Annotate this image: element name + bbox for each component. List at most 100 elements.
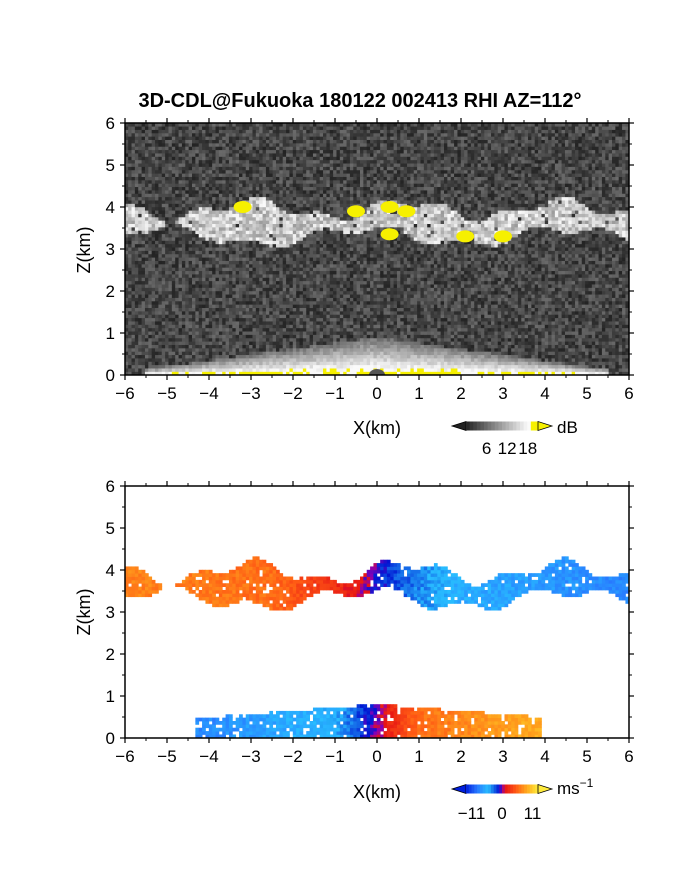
p1-ytick-label: 5 bbox=[106, 156, 115, 175]
p1-xtick-label: 5 bbox=[582, 384, 591, 403]
p2-ytick-label: 5 bbox=[106, 519, 115, 538]
p2-xtick-label: −6 bbox=[115, 747, 134, 766]
strong-echo-patch bbox=[397, 205, 416, 218]
p1-xtick-label: −4 bbox=[199, 384, 218, 403]
cbar2-segment bbox=[474, 784, 478, 794]
cbar1-tick-label: 18 bbox=[518, 439, 537, 458]
cbar1-segment bbox=[476, 421, 481, 431]
p2-ytick-label: 2 bbox=[106, 645, 115, 664]
p1-xtick-label: 0 bbox=[372, 384, 381, 403]
cbar2-over-arrow bbox=[537, 783, 554, 795]
cbar2-segment bbox=[488, 784, 492, 794]
cbar2-under-arrow bbox=[450, 783, 467, 795]
p1-xtick-label: −6 bbox=[115, 384, 134, 403]
cbar2-segment bbox=[471, 784, 475, 794]
cbar2-segment bbox=[499, 784, 503, 794]
p1-xtick-label: 4 bbox=[540, 384, 549, 403]
p1-ytick-label: 0 bbox=[106, 366, 115, 385]
p2-xtick-label: −5 bbox=[157, 747, 176, 766]
cbar2-segment bbox=[479, 784, 484, 794]
p1-ytick-label: 6 bbox=[106, 114, 115, 133]
p2-xtick-label: 3 bbox=[498, 747, 507, 766]
cbar2-segment bbox=[466, 784, 470, 794]
p1-ytick-label: 3 bbox=[106, 240, 115, 259]
p2-xtick-label: −1 bbox=[325, 747, 344, 766]
cbar2-segment bbox=[535, 784, 539, 794]
p2-xtick-label: 1 bbox=[414, 747, 423, 766]
cbar2-segment bbox=[521, 784, 525, 794]
strong-echo-patch bbox=[233, 201, 252, 213]
reflectivity-panel: −6 −5 −4 −3 −2 −1 0 1 2 3 4 5 6 0 1 2 3 4 5 6 bbox=[106, 114, 634, 403]
reflectivity-colorbar: 6 12 18 bbox=[450, 420, 554, 458]
p2-ytick-label: 6 bbox=[106, 477, 115, 496]
p1-ytick-label: 4 bbox=[106, 198, 115, 217]
cbar1-tick-label: 12 bbox=[498, 439, 517, 458]
cbar2-segment bbox=[490, 784, 495, 794]
cbar2-unit-text: ms−1 bbox=[557, 776, 594, 798]
p2-ytick-label: 4 bbox=[106, 561, 115, 580]
strong-echo-patch bbox=[456, 230, 475, 243]
p2-ytick-label: 0 bbox=[106, 729, 115, 748]
cbar1-segment bbox=[498, 421, 503, 431]
cbar1-segment bbox=[480, 421, 485, 431]
p1-xtick-label: −1 bbox=[325, 384, 344, 403]
cbar1-segment bbox=[491, 421, 496, 431]
strong-echo-patch bbox=[380, 201, 399, 213]
strong-echo-patch bbox=[494, 230, 512, 243]
cbar1-over-arrow bbox=[537, 420, 554, 432]
p1-xlabel: X(km) bbox=[353, 418, 401, 438]
cbar1-segment bbox=[530, 421, 535, 431]
cbar2-segment bbox=[526, 784, 531, 794]
p2-xtick-label: 4 bbox=[540, 747, 549, 766]
cbar2-segment bbox=[532, 784, 536, 794]
cbar1-segment bbox=[512, 421, 517, 431]
cbar1-segment bbox=[527, 421, 532, 431]
cbar2-segment bbox=[518, 784, 522, 794]
cbar1-unit: dB bbox=[557, 418, 578, 437]
velocity-colorbar: −11 0 11 bbox=[450, 783, 554, 823]
cbar2-segment bbox=[493, 784, 497, 794]
p1-ylabel: Z(km) bbox=[74, 227, 94, 274]
p2-xlabel: X(km) bbox=[353, 782, 401, 802]
p2-ytick-label: 3 bbox=[106, 603, 115, 622]
cbar1-segment bbox=[509, 421, 514, 431]
cbar2-segment bbox=[524, 784, 528, 794]
cbar2-segment bbox=[504, 784, 509, 794]
p2-xtick-label: −4 bbox=[199, 747, 218, 766]
cbar2-unit-exponent: −1 bbox=[580, 776, 594, 790]
p2-xtick-label: 0 bbox=[372, 747, 381, 766]
cbar1-segment bbox=[534, 421, 539, 431]
radar-site bbox=[369, 369, 385, 375]
p1-ytick-label: 2 bbox=[106, 282, 115, 301]
reflectivity-field bbox=[125, 123, 629, 375]
cbar1-segment bbox=[466, 421, 471, 431]
cbar2-segment bbox=[513, 784, 517, 794]
cbar2-segment bbox=[529, 784, 533, 794]
cbar2-tick-label: 0 bbox=[497, 804, 506, 823]
p1-xtick-label: −2 bbox=[283, 384, 302, 403]
cbar1-segment bbox=[516, 421, 521, 431]
cbar1-segment bbox=[484, 421, 489, 431]
p2-xtick-label: −2 bbox=[283, 747, 302, 766]
p1-xtick-label: 3 bbox=[498, 384, 507, 403]
cbar1-segment bbox=[473, 421, 478, 431]
p1-xtick-label: −3 bbox=[241, 384, 260, 403]
strong-echo-patch bbox=[380, 228, 399, 241]
cbar2-segment bbox=[515, 784, 520, 794]
velocity-panel: −6 −5 −4 −3 −2 −1 0 1 2 3 4 5 6 0 1 2 3 4 5 6 bbox=[106, 477, 634, 766]
p1-ytick-label: 1 bbox=[106, 324, 115, 343]
p1-xtick-label: −5 bbox=[157, 384, 176, 403]
cbar1-tick-label: 6 bbox=[482, 439, 491, 458]
cbar2-segment bbox=[502, 784, 506, 794]
cbar1-segment bbox=[469, 421, 474, 431]
cbar2-unit: ms bbox=[557, 779, 580, 798]
cbar2-segment bbox=[507, 784, 511, 794]
p2-ylabel: Z(km) bbox=[74, 589, 94, 636]
cbar1-segment bbox=[502, 421, 507, 431]
cbar1-segment bbox=[520, 421, 525, 431]
cbar1-segment bbox=[523, 421, 528, 431]
cbar2-segment bbox=[510, 784, 514, 794]
cbar2-segment bbox=[496, 784, 500, 794]
p2-xtick-label: 6 bbox=[624, 747, 633, 766]
